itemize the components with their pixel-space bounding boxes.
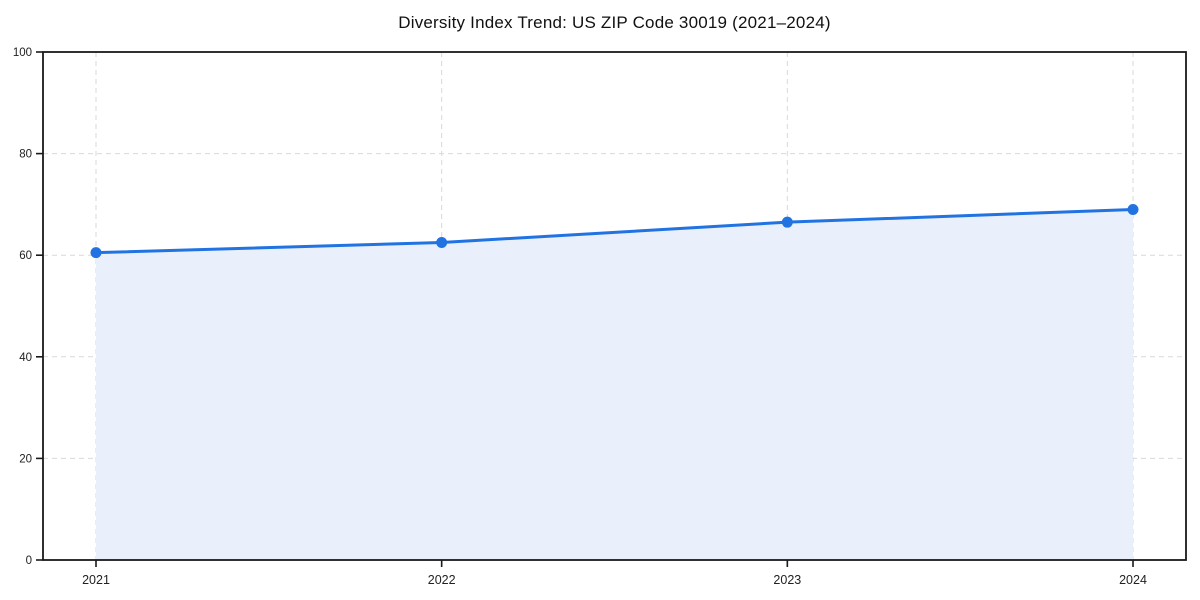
plot-border [42,51,1187,561]
data-point-2024 [1127,203,1139,215]
y-tick-label: 0 [26,555,32,567]
y-tick-label: 60 [19,250,32,262]
data-point-markers [90,203,1139,259]
area-fill-path [96,209,1133,561]
y-tick-label: 20 [19,453,32,465]
axes-box [42,51,1187,561]
y-tick-label: 40 [19,352,32,364]
data-point-2023 [781,216,793,228]
data-point-2021 [90,247,102,259]
tick-marks-and-labels: 0 20 40 60 80 100 2021 2022 2023 2024 [13,47,1147,587]
area-fill [96,209,1133,561]
x-tick-label: 2024 [1119,573,1147,587]
x-tick-label: 2022 [428,573,456,587]
y-tick-label: 100 [13,47,32,59]
trend-line [94,207,1135,255]
trend-line-path [94,207,1135,255]
x-tick-label: 2023 [773,573,801,587]
x-tick-label: 2021 [82,573,110,587]
data-point-2022 [436,237,448,248]
chart-title: Diversity Index Trend: US ZIP Code 30019… [398,13,831,32]
y-tick-label: 80 [19,149,32,161]
